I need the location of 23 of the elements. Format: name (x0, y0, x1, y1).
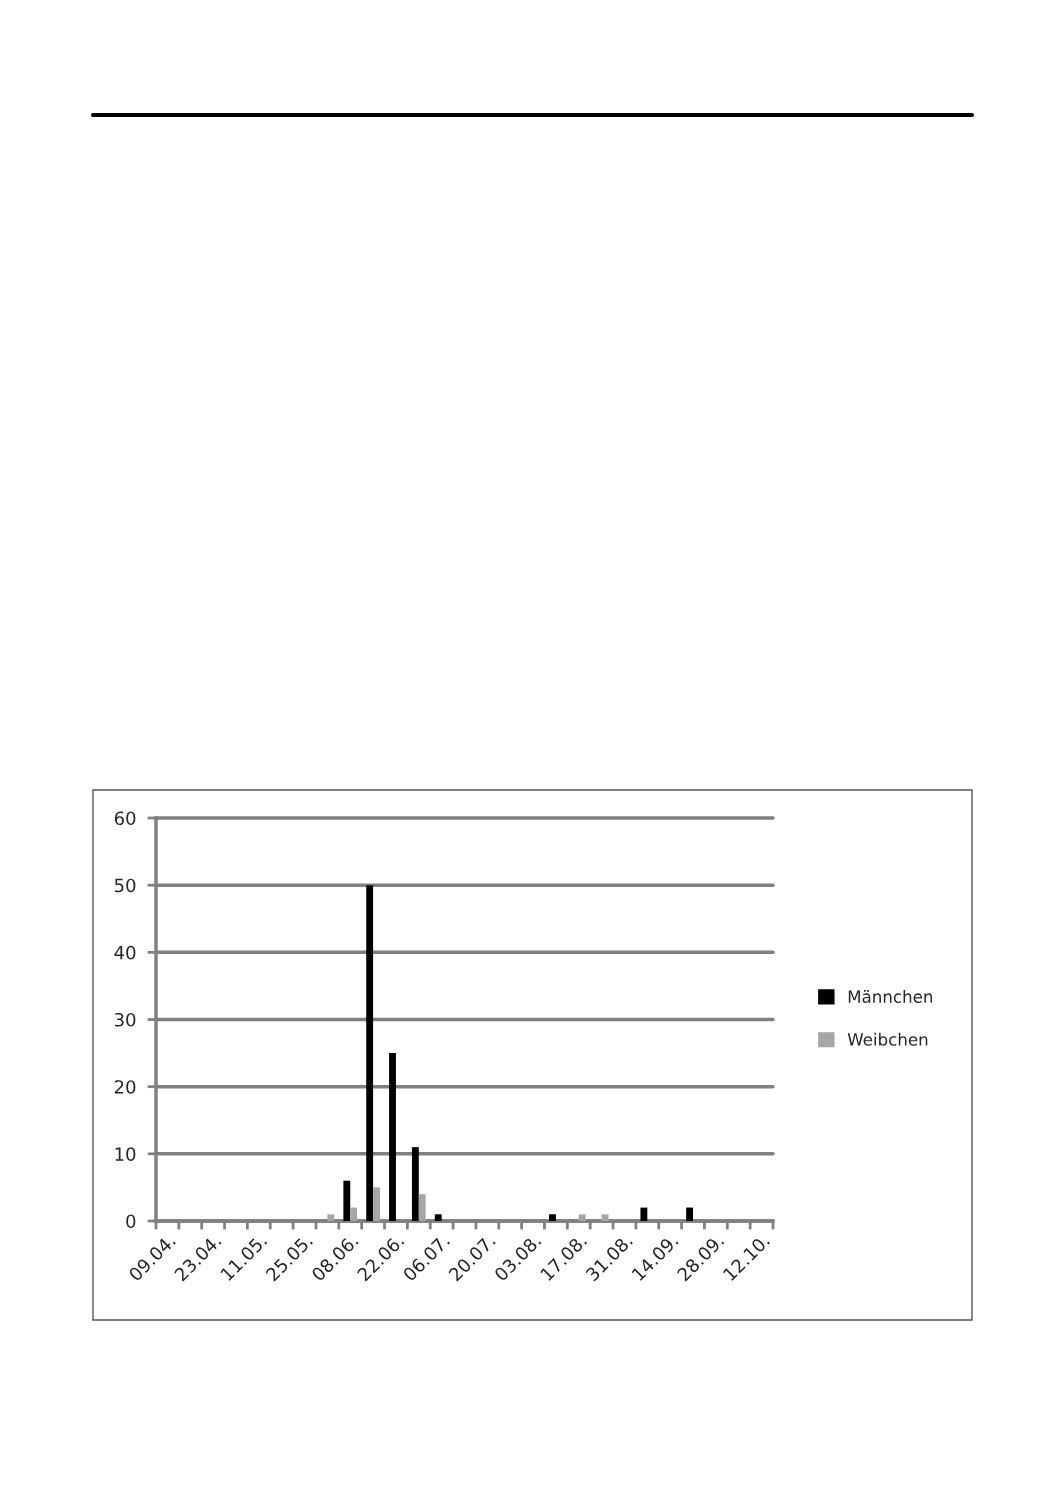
bar (350, 1207, 358, 1221)
bar (601, 1214, 609, 1221)
y-tick-label: 40 (114, 945, 136, 960)
bar (389, 1053, 396, 1221)
y-tick-label: 10 (115, 1147, 136, 1161)
bar (366, 885, 374, 1221)
bar (373, 1187, 380, 1221)
y-tick-label: 30 (114, 1012, 136, 1027)
bar (640, 1207, 648, 1221)
y-tick-label: 0 (126, 1214, 136, 1229)
bar (549, 1214, 556, 1221)
y-tick-label: 50 (114, 878, 136, 893)
legend-label: Männchen (848, 990, 933, 1003)
bar (578, 1214, 586, 1221)
bar (686, 1207, 694, 1221)
y-tick-label: 60 (114, 811, 136, 826)
bar (327, 1214, 335, 1221)
bar (434, 1214, 442, 1221)
bar (418, 1194, 426, 1221)
legend-label: Weibchen (847, 1032, 928, 1046)
y-tick-label: 20 (114, 1080, 136, 1094)
bar (343, 1180, 351, 1221)
bar (411, 1147, 419, 1221)
